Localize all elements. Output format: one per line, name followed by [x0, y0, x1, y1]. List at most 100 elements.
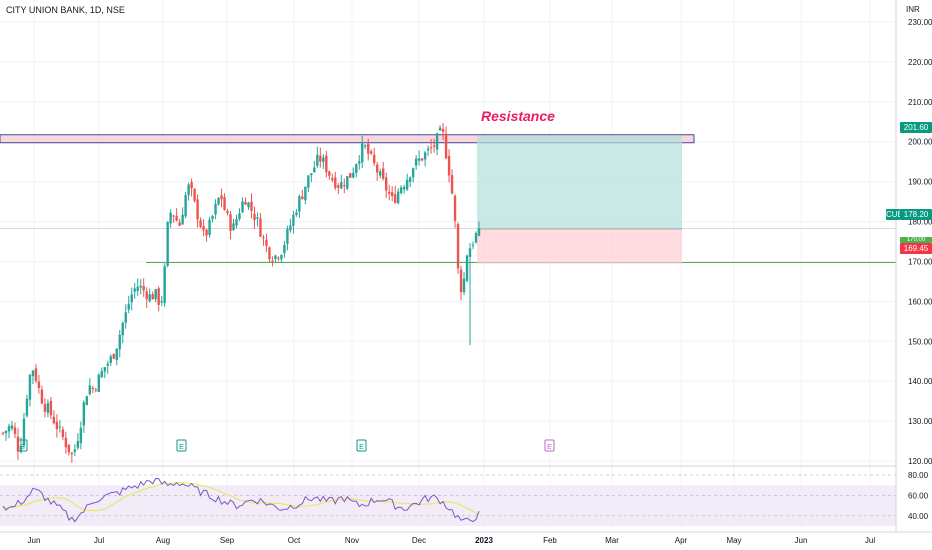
- candle-body: [67, 444, 71, 453]
- candle-body: [301, 196, 304, 200]
- last-price-label: 178.20: [900, 209, 932, 220]
- x-tick-label: Jul: [865, 536, 875, 545]
- candle-body: [31, 370, 35, 376]
- candle-body: [112, 354, 115, 359]
- candle-body: [100, 371, 103, 378]
- candle-body: [358, 161, 361, 164]
- candle-body: [151, 294, 154, 300]
- y-tick-label: 180.00: [908, 218, 932, 227]
- candle-body: [10, 425, 14, 429]
- candle-body: [459, 269, 463, 293]
- candle-body: [396, 191, 400, 204]
- event-marker: [356, 439, 367, 452]
- candle-body: [304, 186, 307, 201]
- candle-body: [382, 168, 385, 179]
- candle-body: [334, 177, 337, 188]
- candle-body: [157, 288, 160, 305]
- candle-body: [208, 219, 211, 235]
- candle-body: [238, 213, 241, 220]
- candle-body: [37, 381, 41, 388]
- y-tick-label: 190.00: [908, 178, 932, 187]
- x-tick-label: Jun: [28, 536, 41, 545]
- candle-body: [361, 143, 364, 163]
- candle-body: [73, 449, 77, 452]
- candle-body: [471, 244, 475, 246]
- candle-body: [411, 168, 415, 178]
- candle-body: [364, 145, 367, 147]
- candle-body: [211, 216, 214, 220]
- x-tick-label: Aug: [156, 536, 170, 545]
- candle-body: [85, 396, 89, 406]
- candle-body: [435, 133, 439, 150]
- x-tick-label: May: [726, 536, 741, 545]
- candle-body: [399, 187, 403, 194]
- x-tick-label: Feb: [543, 536, 557, 545]
- candle-body: [307, 175, 310, 188]
- candle-body: [223, 197, 226, 211]
- rsi-line: [2, 477, 480, 523]
- candle-body: [292, 214, 295, 226]
- y-tick-label: 120.00: [908, 457, 932, 466]
- candle-body: [196, 199, 199, 220]
- candle-body: [109, 356, 112, 363]
- event-label: E: [547, 444, 552, 451]
- candle-body: [453, 195, 457, 222]
- currency-label: INR: [906, 5, 920, 14]
- candle-body: [16, 436, 20, 452]
- candle-body: [142, 286, 145, 291]
- candle-body: [352, 172, 355, 178]
- candle-body: [55, 421, 59, 430]
- candle-body: [25, 398, 29, 416]
- candle-body: [444, 133, 448, 159]
- candle-body: [13, 427, 17, 434]
- candle-body: [379, 171, 382, 176]
- candle-body: [202, 226, 205, 231]
- candle-body: [253, 213, 256, 221]
- event-marker: [544, 439, 555, 452]
- candle-body: [70, 452, 74, 455]
- x-tick-label: Sep: [220, 536, 235, 545]
- candle-body: [4, 430, 8, 434]
- candle-body: [79, 427, 83, 444]
- candle-body: [91, 388, 95, 390]
- resistance-annotation: Resistance: [481, 108, 555, 124]
- candle-body: [277, 257, 280, 259]
- x-tick-label: Mar: [605, 536, 619, 545]
- candle-body: [235, 219, 238, 226]
- x-tick-label: Dec: [412, 536, 426, 545]
- candle-body: [1, 432, 5, 434]
- candle-body: [456, 224, 460, 269]
- candle-body: [280, 255, 283, 260]
- candle-body: [316, 154, 319, 166]
- candle-body: [438, 127, 442, 131]
- candle-body: [103, 367, 106, 372]
- candle-body: [154, 289, 157, 300]
- candle-body: [355, 164, 358, 174]
- candle-body: [390, 192, 394, 197]
- candle-body: [376, 164, 379, 173]
- candle-body: [22, 418, 26, 446]
- profit-zone: [477, 135, 682, 229]
- candle-body: [49, 401, 53, 416]
- candle-body: [477, 228, 481, 236]
- candle-body: [217, 197, 220, 205]
- candle-body: [298, 196, 301, 212]
- grid: [0, 0, 896, 530]
- y-tick-label: 130.00: [908, 417, 932, 426]
- candle-body: [184, 195, 187, 217]
- candle-body: [28, 375, 32, 400]
- candle-body: [414, 158, 418, 166]
- candle-body: [163, 266, 166, 304]
- x-tick-label: Jul: [94, 536, 104, 545]
- candle-body: [247, 202, 250, 208]
- y-tick-label: 150.00: [908, 337, 932, 346]
- candle-body: [139, 285, 142, 288]
- candle-body: [130, 294, 133, 303]
- candle-body: [256, 217, 259, 219]
- candle-body: [313, 167, 316, 173]
- candle-body: [289, 225, 292, 231]
- candle-body: [148, 294, 151, 302]
